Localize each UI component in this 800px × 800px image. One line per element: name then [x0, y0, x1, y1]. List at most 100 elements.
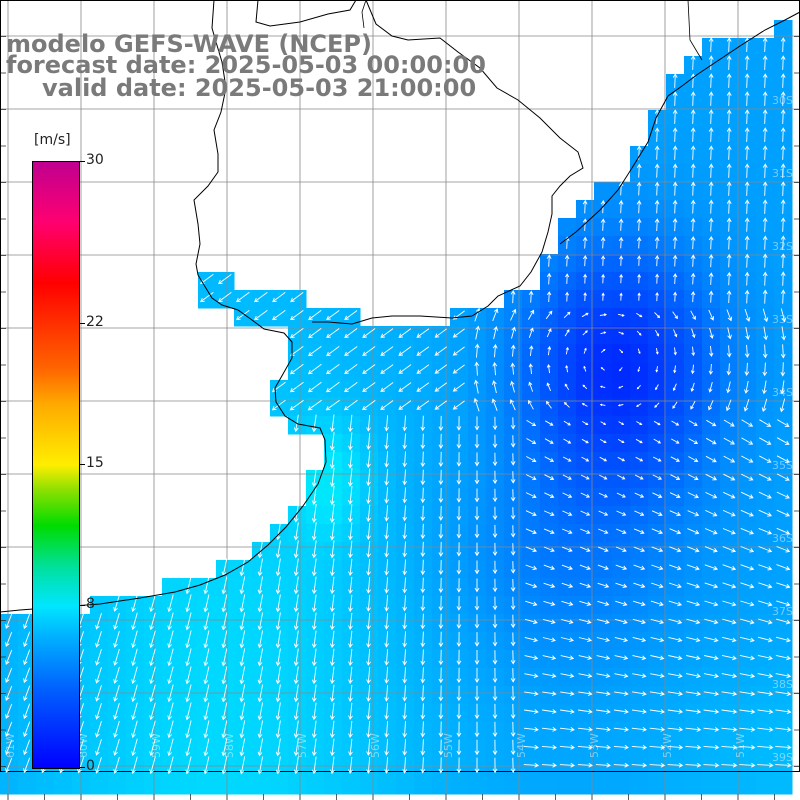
wind-arrow — [613, 762, 630, 768]
wind-arrow — [149, 612, 156, 631]
speed-cell — [648, 380, 667, 399]
speed-cell — [306, 398, 325, 417]
wind-arrow — [542, 709, 557, 714]
speed-cell — [306, 488, 325, 507]
wind-arrow — [776, 527, 791, 535]
wind-arrow — [420, 613, 426, 630]
speed-cell — [450, 776, 469, 795]
speed-cell — [468, 776, 487, 795]
wind-arrow — [348, 738, 353, 756]
wind-arrow — [474, 739, 480, 756]
wind-arrow — [525, 492, 537, 499]
speed-cell — [432, 776, 451, 795]
wind-arrow — [744, 380, 749, 394]
wind-arrow — [667, 691, 683, 697]
speed-cell — [360, 470, 379, 489]
latitude-label: 35S — [772, 459, 793, 472]
wind-arrow — [739, 654, 755, 661]
speed-cell — [342, 506, 361, 525]
wind-arrow — [564, 329, 570, 337]
wind-arrow — [686, 582, 701, 589]
speed-cell — [594, 362, 613, 381]
speed-cell — [702, 614, 721, 633]
speed-cell — [720, 686, 739, 705]
speed-cell — [216, 704, 235, 723]
speed-cell — [126, 758, 145, 777]
wind-arrow — [239, 666, 246, 685]
wind-arrow — [775, 709, 792, 715]
wind-arrow — [23, 667, 31, 684]
wind-arrow — [221, 684, 228, 703]
wind-arrow — [348, 612, 353, 630]
wind-arrow — [384, 559, 390, 576]
speed-cell — [252, 740, 271, 759]
speed-cell — [270, 722, 289, 741]
wind-arrow — [528, 290, 534, 303]
speed-cell — [576, 740, 595, 759]
wind-arrow — [311, 612, 317, 631]
wind-arrow — [709, 327, 714, 339]
colorbar-tick-label: 30 — [86, 152, 104, 168]
wind-arrow — [420, 739, 426, 756]
wind-arrow — [366, 630, 371, 648]
wind-arrow — [95, 612, 102, 630]
wind-arrow — [131, 612, 138, 631]
speed-cell — [162, 776, 181, 795]
speed-cell — [288, 578, 307, 597]
wind-arrow — [650, 618, 665, 625]
speed-cell — [252, 758, 271, 777]
wind-arrow — [744, 362, 750, 376]
speed-cell — [576, 470, 595, 489]
wind-arrow — [619, 292, 623, 301]
wind-arrow — [452, 382, 465, 392]
wind-arrow — [614, 691, 629, 696]
speed-cell — [702, 596, 721, 615]
speed-cell — [594, 632, 613, 651]
speed-cell — [630, 308, 649, 327]
wind-arrow — [601, 292, 605, 301]
wind-arrow — [329, 503, 335, 523]
wind-arrow — [347, 450, 353, 469]
speed-cell — [612, 308, 631, 327]
wind-arrow — [758, 527, 773, 535]
speed-cell — [594, 344, 613, 363]
wind-arrow — [311, 666, 317, 685]
speed-cell — [432, 380, 451, 399]
speed-cell — [630, 398, 649, 417]
wind-arrow — [690, 91, 696, 106]
speed-cell — [0, 632, 19, 651]
speed-cell — [324, 434, 343, 453]
speed-cell — [342, 416, 361, 435]
wind-arrow — [23, 649, 31, 666]
wind-arrow — [185, 702, 192, 721]
wind-arrow — [275, 720, 281, 739]
speed-cell — [324, 650, 343, 669]
wind-arrow — [452, 328, 465, 338]
speed-cell — [252, 308, 271, 327]
wind-arrow — [384, 487, 390, 504]
wind-arrow — [741, 455, 754, 463]
wind-arrow — [596, 673, 611, 679]
speed-cell — [630, 650, 649, 669]
wind-arrow — [708, 145, 714, 160]
wind-arrow — [726, 109, 732, 124]
speed-cell — [0, 614, 19, 633]
wind-arrow — [348, 576, 353, 594]
wind-arrow — [599, 403, 606, 407]
wind-arrow — [740, 546, 755, 553]
title-model: modelo GEFS-WAVE (NCEP) — [6, 30, 372, 58]
longitude-label: 52W — [661, 733, 674, 758]
wind-arrow — [595, 727, 611, 732]
speed-cell — [126, 650, 145, 669]
wind-arrow — [510, 435, 516, 448]
speed-cell — [576, 416, 595, 435]
wind-arrow — [384, 523, 390, 540]
wind-arrow — [541, 762, 557, 768]
wind-arrow — [510, 380, 515, 393]
wind-arrow — [311, 414, 317, 433]
wind-arrow — [348, 522, 353, 541]
wind-arrow — [758, 491, 772, 499]
wind-arrow — [510, 721, 516, 737]
wind-arrow — [577, 744, 593, 750]
wind-arrow — [615, 582, 628, 589]
